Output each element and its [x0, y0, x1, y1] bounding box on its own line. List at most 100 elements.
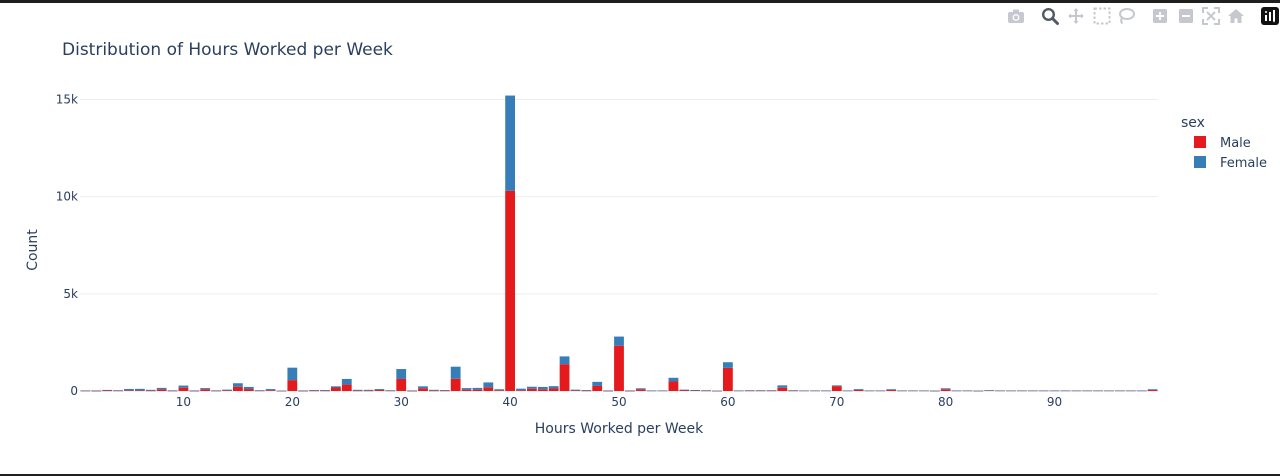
bars[interactable]	[80, 95, 1158, 392]
bar-female[interactable]	[635, 388, 646, 390]
bar-female[interactable]	[222, 389, 232, 391]
bar-female[interactable]	[418, 386, 428, 389]
bar-female[interactable]	[483, 382, 494, 388]
bar-female[interactable]	[668, 377, 679, 382]
bar-female[interactable]	[526, 386, 537, 389]
bar-female[interactable]	[1104, 390, 1114, 392]
bar-female[interactable]	[614, 336, 624, 346]
bar-female[interactable]	[570, 389, 581, 391]
bar-female[interactable]	[951, 390, 962, 392]
bar-female[interactable]	[243, 386, 254, 390]
bar-female[interactable]	[330, 386, 341, 388]
reset-axes-icon[interactable]	[1226, 6, 1246, 26]
bar-female[interactable]	[298, 390, 309, 392]
bar-male[interactable]	[407, 390, 418, 392]
bar-male[interactable]	[222, 390, 232, 392]
box-select-icon[interactable]	[1092, 6, 1112, 26]
bar-male[interactable]	[113, 390, 124, 392]
bar-male[interactable]	[156, 389, 167, 391]
bar-male[interactable]	[439, 390, 450, 392]
bar-male[interactable]	[309, 390, 320, 392]
bar-male[interactable]	[374, 390, 385, 391]
bar-female[interactable]	[439, 390, 450, 391]
bar-female[interactable]	[461, 388, 472, 390]
bar-male[interactable]	[853, 389, 864, 391]
bar-female[interactable]	[265, 389, 276, 391]
bar-female[interactable]	[918, 390, 929, 392]
bar-female[interactable]	[940, 388, 951, 390]
bar-male[interactable]	[396, 378, 407, 391]
bar-female[interactable]	[1125, 390, 1136, 392]
bar-male[interactable]	[211, 390, 222, 392]
bar-female[interactable]	[200, 388, 211, 390]
bar-male[interactable]	[570, 390, 581, 392]
bar-female[interactable]	[494, 389, 505, 391]
bar-female[interactable]	[690, 390, 701, 391]
bar-female[interactable]	[962, 390, 973, 392]
autoscale-icon[interactable]	[1201, 6, 1221, 26]
bar-female[interactable]	[864, 390, 875, 392]
bar-female[interactable]	[886, 389, 897, 391]
pan-icon[interactable]	[1066, 6, 1086, 26]
bar-female[interactable]	[91, 390, 102, 392]
bar-female[interactable]	[516, 388, 526, 391]
bar-female[interactable]	[505, 95, 516, 191]
bar-male[interactable]	[603, 390, 614, 392]
bar-male[interactable]	[254, 390, 265, 392]
bar-female[interactable]	[232, 383, 243, 387]
zoom-in-icon[interactable]	[1150, 6, 1170, 26]
bar-female[interactable]	[276, 390, 287, 392]
bar-male[interactable]	[124, 390, 134, 391]
plotly-logo-icon[interactable]	[1260, 6, 1280, 26]
bar-female[interactable]	[167, 390, 178, 391]
bar-female[interactable]	[592, 381, 603, 386]
bar-female[interactable]	[472, 387, 483, 390]
bar-female[interactable]	[1038, 390, 1049, 392]
bar-male[interactable]	[701, 390, 712, 392]
bar-male[interactable]	[559, 364, 570, 391]
camera-icon[interactable]	[1006, 6, 1026, 26]
bar-female[interactable]	[1082, 390, 1093, 392]
bar-female[interactable]	[929, 390, 940, 392]
bar-male[interactable]	[450, 378, 461, 391]
bar-male[interactable]	[483, 387, 494, 391]
bar-male[interactable]	[940, 389, 951, 391]
bar-female[interactable]	[581, 390, 592, 391]
bar-male[interactable]	[243, 389, 254, 391]
zoom-icon[interactable]	[1040, 6, 1060, 26]
bar-female[interactable]	[178, 385, 189, 388]
bar-female[interactable]	[211, 390, 222, 391]
bar-male[interactable]	[167, 390, 178, 392]
bar-female[interactable]	[973, 390, 984, 392]
bar-female[interactable]	[320, 390, 330, 391]
bar-female[interactable]	[853, 389, 864, 390]
bar-female[interactable]	[831, 385, 842, 387]
bar-female[interactable]	[810, 390, 820, 392]
bar-female[interactable]	[548, 386, 559, 389]
bar-male[interactable]	[385, 390, 396, 392]
zoom-out-icon[interactable]	[1176, 6, 1196, 26]
bar-male[interactable]	[886, 390, 897, 391]
bar-female[interactable]	[646, 390, 657, 392]
bar-female[interactable]	[995, 390, 1006, 392]
bar-male[interactable]	[287, 380, 298, 391]
bar-female[interactable]	[309, 390, 320, 391]
bar-female[interactable]	[777, 385, 788, 388]
bar-female[interactable]	[113, 390, 124, 391]
bar-male[interactable]	[624, 390, 635, 392]
bar-female[interactable]	[1016, 390, 1027, 392]
bar-male[interactable]	[516, 390, 526, 391]
bar-female[interactable]	[897, 390, 908, 392]
bar-female[interactable]	[102, 389, 113, 391]
bar-male[interactable]	[189, 390, 200, 392]
bar-female[interactable]	[407, 390, 418, 392]
bar-female[interactable]	[842, 390, 853, 392]
bar-female[interactable]	[1093, 390, 1104, 392]
lasso-select-icon[interactable]	[1116, 6, 1136, 26]
bar-male[interactable]	[526, 388, 537, 391]
bar-female[interactable]	[385, 390, 396, 391]
bar-female[interactable]	[984, 390, 995, 391]
bar-male[interactable]	[363, 390, 374, 392]
bar-female[interactable]	[134, 388, 145, 391]
bar-female[interactable]	[156, 387, 167, 390]
